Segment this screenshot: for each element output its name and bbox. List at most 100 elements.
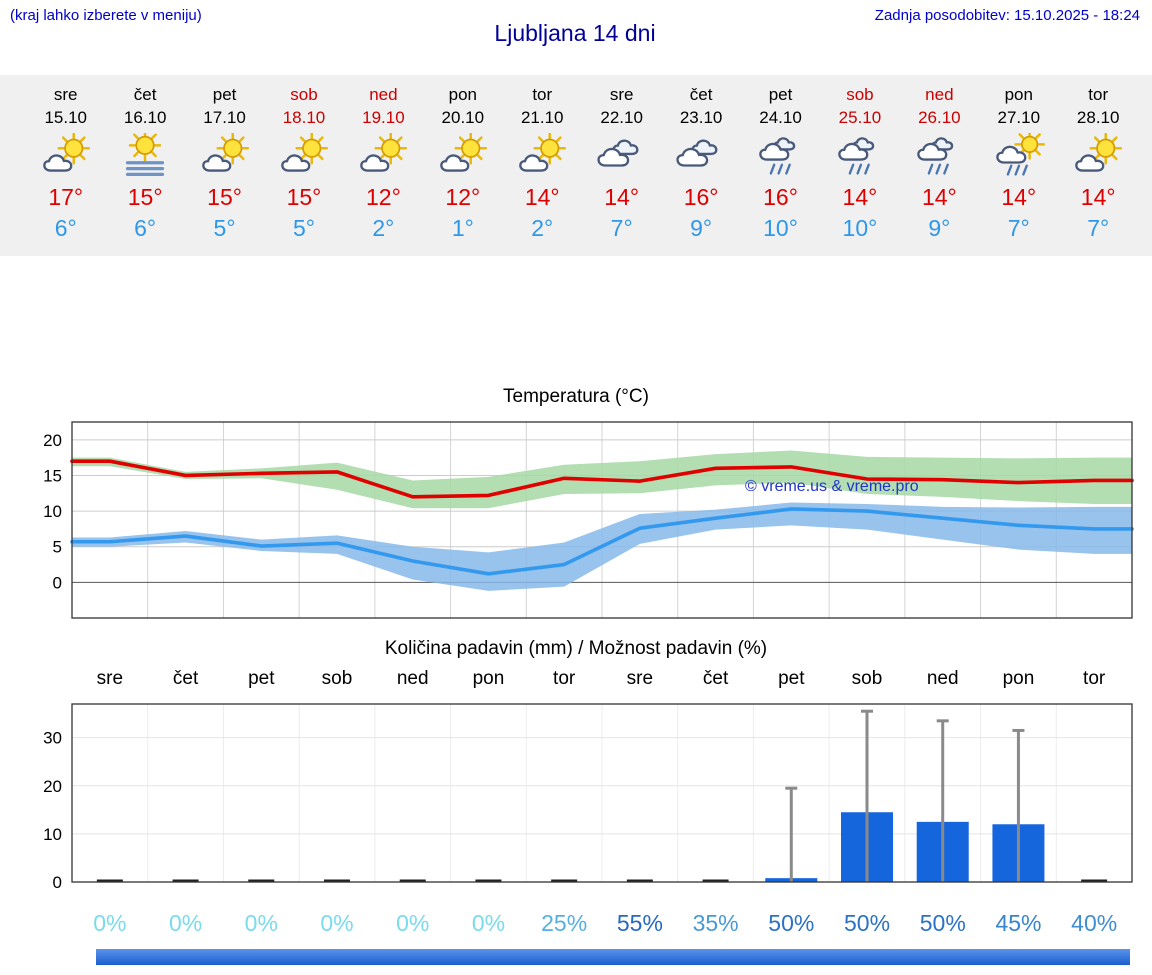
day-name: ned (369, 85, 398, 104)
precip-probability: 35% (692, 910, 739, 936)
day-name: pon (1004, 85, 1033, 104)
low-temp: 10° (842, 215, 878, 241)
precip-day-label: sob (322, 668, 353, 689)
low-temp: 2° (531, 215, 554, 241)
low-temp: 6° (134, 215, 157, 241)
high-temp: 14° (1080, 184, 1116, 210)
high-temp: 14° (604, 184, 640, 210)
day-date: 22.10 (600, 108, 643, 127)
y-tick-label: 20 (43, 431, 62, 450)
day-date: 24.10 (759, 108, 802, 127)
precip-day-label: tor (553, 668, 576, 689)
day-name: čet (133, 85, 157, 104)
day-name: tor (532, 85, 553, 104)
precip-day-label: pet (778, 668, 805, 689)
footer-banner (96, 949, 1130, 965)
sun-cloud-icon (519, 133, 567, 172)
precip-day-label: sre (627, 668, 653, 689)
precip-probability: 50% (919, 910, 966, 936)
y-tick-label: 15 (43, 466, 62, 485)
watermark-link[interactable]: © vreme.us & vreme.pro (745, 478, 919, 495)
y-tick-label: 0 (53, 573, 62, 592)
day-date: 25.10 (838, 108, 882, 127)
day-date: 16.10 (123, 108, 167, 127)
header: (kraj lahko izberete v meniju) Ljubljana… (0, 0, 1152, 47)
forecast-day: tor 21.10 14° 2° (503, 85, 582, 242)
high-temp: 15° (207, 184, 242, 210)
low-temp: 7° (1007, 215, 1030, 241)
sun-cloud-icon (1075, 133, 1123, 172)
precip-day-label: pon (1003, 668, 1035, 689)
day-name: tor (1088, 85, 1109, 104)
day-date: 17.10 (203, 108, 246, 127)
precip-probability: 50% (844, 910, 891, 936)
high-temp: 14° (842, 184, 878, 210)
forecast-day: sre 15.10 17° 6° (26, 85, 105, 242)
precipitation-chart: sre čet pet sob ned pon tor sre čet pet sob ned pon t… (43, 668, 1133, 892)
day-name: sob (290, 85, 318, 104)
high-temp: 15° (127, 184, 163, 210)
high-temp: 17° (48, 184, 84, 210)
precipitation-chart-title: Količina padavin (mm) / Možnost padavin … (384, 638, 768, 659)
location-hint: (kraj lahko izberete v meniju) (10, 7, 202, 24)
precip-probability: 0% (320, 910, 354, 936)
precip-day-label: sre (97, 668, 123, 689)
cloudy-icon (676, 139, 718, 167)
low-temp: 2° (372, 215, 395, 241)
precip-probability: 55% (616, 910, 663, 936)
day-name: pet (768, 85, 793, 104)
day-name: sre (609, 85, 634, 104)
y-tick-label: 30 (43, 729, 62, 748)
day-name: sre (53, 85, 78, 104)
precip-probability: 0% (244, 910, 278, 936)
precip-probability: 0% (93, 910, 127, 936)
precip-probability: 50% (768, 910, 815, 936)
forecast-day: pet 17.10 15° 5° (185, 85, 264, 242)
rain-icon (838, 137, 875, 175)
y-tick-label: 5 (53, 538, 62, 557)
precip-probability: 25% (541, 910, 588, 936)
high-temp: 12° (445, 184, 481, 210)
day-name: čet (689, 85, 713, 104)
low-temp: 7° (610, 215, 633, 241)
day-date: 28.10 (1076, 108, 1120, 127)
precip-day-label: pet (248, 668, 275, 689)
last-update: Zadnja posodobitev: 15.10.2025 - 18:24 (874, 7, 1140, 24)
temperature-chart-title: Temperatura (°C) (503, 386, 649, 407)
precip-day-label: sob (852, 668, 883, 689)
forecast-day: čet 16.10 15° 6° (105, 85, 184, 242)
day-date: 20.10 (441, 108, 485, 127)
day-name: pet (212, 85, 237, 104)
low-temp: 7° (1087, 215, 1110, 241)
low-temp: 5° (292, 215, 315, 241)
forecast-day: pet 24.10 16° 10° (741, 85, 820, 242)
precip-probability: 40% (1071, 910, 1118, 936)
high-temp: 15° (286, 184, 322, 210)
day-name: sob (846, 85, 874, 104)
max-temp-line (70, 459, 1134, 499)
precip-day-label: čet (703, 668, 729, 689)
high-temp: 16° (683, 184, 719, 210)
day-date: 27.10 (997, 108, 1041, 127)
precip-day-label: ned (927, 668, 959, 689)
min-temp-line (70, 507, 1134, 576)
forecast-day: sob 25.10 14° 10° (820, 85, 899, 242)
precip-day-label: pon (473, 668, 505, 689)
precip-probability: 0% (168, 910, 203, 936)
forecast-day: pon 20.10 12° 1° (423, 85, 502, 242)
sun-cloud-icon (360, 133, 408, 172)
y-tick-label: 20 (43, 777, 62, 796)
precip-probability: 45% (995, 910, 1042, 936)
precipitation-section: Količina padavin (mm) / Možnost padavin … (0, 638, 1152, 937)
cloudy-icon (597, 139, 639, 167)
y-tick-label: 0 (53, 873, 62, 892)
page-title: Ljubljana 14 dni (494, 20, 656, 46)
day-name: ned (925, 85, 954, 104)
forecast-day: ned 19.10 12° 2° (344, 85, 423, 242)
sun-cloud-icon (201, 133, 249, 172)
forecast-day: pon 27.10 14° 7° (979, 85, 1058, 242)
high-temp: 14° (1001, 184, 1037, 210)
forecast-day: tor 28.10 14° 7° (1058, 85, 1137, 242)
high-temp: 16° (763, 184, 798, 210)
high-temp: 14° (524, 184, 560, 210)
